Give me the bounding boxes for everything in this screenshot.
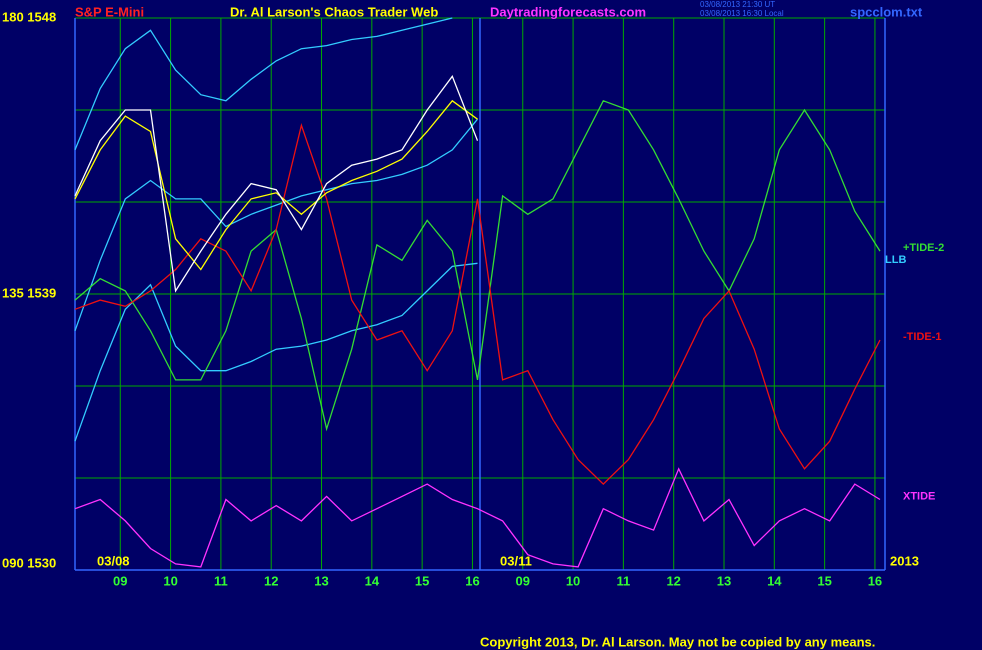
- y-tick-label: 090 1530: [2, 555, 56, 570]
- series-label: +TIDE-2: [903, 242, 944, 254]
- x-tick-label: 12: [666, 573, 680, 588]
- series-line: [74, 118, 479, 332]
- x-tick-label: 16: [465, 573, 479, 588]
- x-tick-label: 09: [516, 573, 530, 588]
- timestamp: 03/08/2013 21:30 UT: [700, 0, 775, 9]
- x-tick-label: 14: [365, 573, 380, 588]
- symbol: S&P E-Mini: [75, 4, 144, 19]
- timestamp: 03/08/2013 16:30 Local: [700, 9, 784, 18]
- series-label: XTIDE: [903, 490, 935, 502]
- x-tick-label: 11: [214, 573, 228, 588]
- x-tick-label: 12: [264, 573, 278, 588]
- series-line: [74, 122, 881, 486]
- x-tick-label: 14: [767, 573, 782, 588]
- series-line: [74, 17, 453, 151]
- y-tick-label: 180 1548: [2, 9, 56, 24]
- series-line: [74, 262, 478, 442]
- chart-title: Dr. Al Larson's Chaos Trader Web: [230, 4, 438, 19]
- series-line: [74, 99, 881, 432]
- x-tick-label: 13: [717, 573, 731, 588]
- site: Daytradingforecasts.com: [490, 4, 646, 19]
- date-label: 03/08: [97, 553, 130, 568]
- series-label: -TIDE-1: [903, 331, 942, 343]
- date-label: 2013: [890, 553, 919, 568]
- copyright: Copyright 2013, Dr. Al Larson. May not b…: [480, 634, 875, 649]
- series-line: [74, 467, 881, 568]
- date-label: 03/11: [500, 553, 532, 568]
- x-tick-label: 16: [868, 573, 882, 588]
- x-tick-label: 11: [617, 573, 631, 588]
- x-tick-label: 09: [113, 573, 127, 588]
- y-tick-label: 135 1539: [2, 285, 56, 300]
- series-label: LLB: [885, 254, 906, 266]
- file-name: spcclom.txt: [850, 4, 923, 19]
- x-tick-label: 13: [314, 573, 328, 588]
- x-tick-label: 15: [415, 573, 429, 588]
- x-tick-label: 15: [817, 573, 831, 588]
- x-tick-label: 10: [163, 573, 177, 588]
- x-tick-label: 10: [566, 573, 580, 588]
- series-line: [74, 99, 478, 271]
- series-line: [74, 74, 479, 293]
